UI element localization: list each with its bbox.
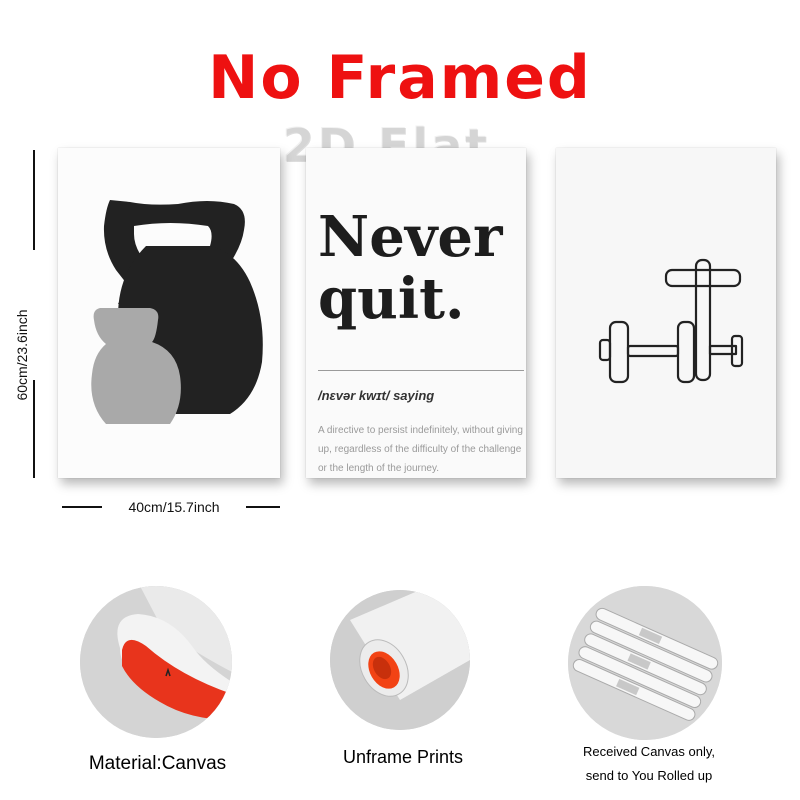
headline: No Framed xyxy=(0,38,800,118)
canvas-material-photo xyxy=(80,586,232,738)
material-caption: Material:Canvas xyxy=(70,752,245,776)
width-dimension-line-right xyxy=(246,506,280,508)
height-dimension-label: 60cm/23.6inch xyxy=(10,250,34,460)
unframed-print-photo xyxy=(330,590,470,730)
rolled-tubes-photo xyxy=(568,586,722,740)
dumbbell-outline-icon xyxy=(556,148,776,478)
phonetic-text: /nɛvər kwɪt/ saying xyxy=(318,387,518,405)
width-dimension-label: 40cm/15.7inch xyxy=(104,496,244,518)
rolled-caption-line-2: send to You Rolled up xyxy=(568,764,730,788)
definition-divider xyxy=(318,370,524,371)
canvas-roll-icon xyxy=(80,586,232,738)
rolled-print-icon xyxy=(330,590,470,730)
width-dimension-line-left xyxy=(62,506,102,508)
kettlebell-print xyxy=(58,148,280,478)
rolled-caption: Received Canvas only, send to You Rolled… xyxy=(568,740,730,788)
title-line-2: quit. xyxy=(318,268,523,330)
kettlebell-icon xyxy=(58,148,280,478)
rolled-tubes-icon xyxy=(568,586,722,740)
height-dimension-line-top xyxy=(33,150,35,250)
never-quit-title: Never quit. xyxy=(318,206,523,330)
unframe-caption: Unframe Prints xyxy=(322,745,484,769)
rolled-caption-line-1: Received Canvas only, xyxy=(568,740,730,764)
dumbbell-print xyxy=(556,148,776,478)
title-line-1: Never xyxy=(318,206,523,268)
definition-text: A directive to persist indefinitely, wit… xyxy=(318,421,523,478)
